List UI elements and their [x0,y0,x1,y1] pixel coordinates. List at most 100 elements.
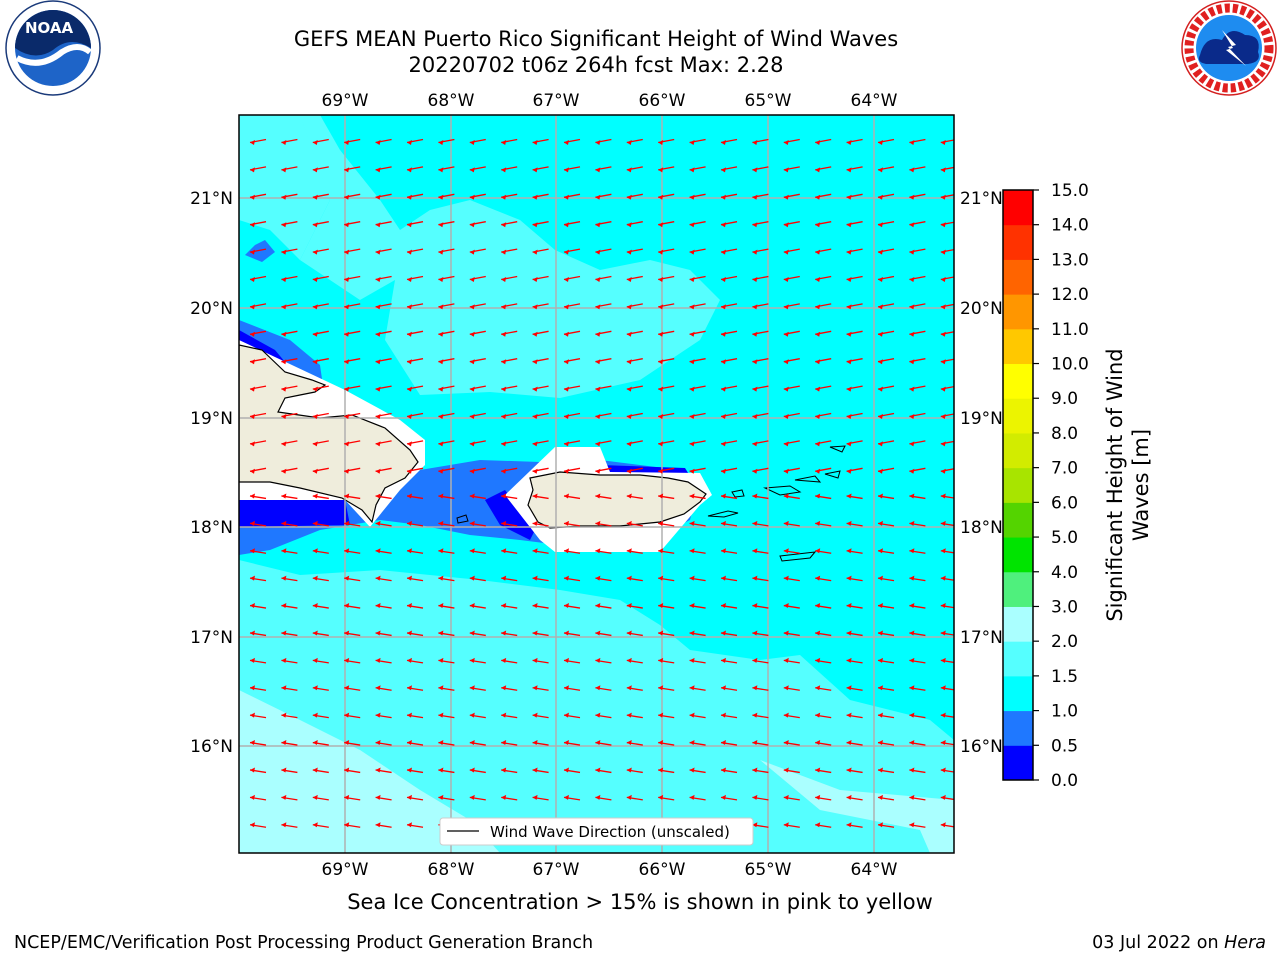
wind-arrow-head [312,277,318,282]
colorbar-tick-label: 13.0 [1051,250,1089,270]
wind-arrow-head [501,167,507,173]
wind-arrow-head [752,222,758,228]
wind-arrow-head [626,685,632,691]
wind-arrow-head [501,767,507,773]
wind-arrow-head [250,520,255,526]
wind-arrow-head [344,331,350,337]
wind-arrow-head [564,630,569,636]
wind-arrow-head [595,414,601,419]
wind-arrow-head [281,630,287,636]
wind-arrow-head [564,767,569,773]
wind-arrow-head [407,630,412,636]
wind-arrow-head [438,441,444,447]
wind-arrow-head [626,740,632,746]
wind-arrow-head [752,249,758,255]
wind-arrow-head [815,222,821,228]
wind-arrow-head [250,194,255,200]
wind-arrow-head [501,414,507,419]
wind-arrow-head [909,277,915,282]
wind-arrow-head [407,575,412,581]
wind-arrow-head [783,140,789,145]
lon-label-top: 69°W [322,91,369,111]
colorbar-swatch [1003,675,1033,712]
wind-arrow-head [407,359,412,365]
wind-arrow-head [250,140,255,145]
wind-arrow-head [564,359,569,365]
wind-arrow-head [846,414,852,419]
wind-arrow-head [783,794,789,800]
wind-arrow-head [689,167,695,173]
wind-arrow-head [909,740,915,746]
wind-arrow-head [438,712,444,718]
wind-arrow-head [940,140,946,145]
wind-arrow-head [438,468,444,474]
wind-arrow-head [689,140,695,145]
wind-arrow-head [815,520,821,526]
lat-labels-right: 21°N 20°N 19°N 18°N 17°N 16°N [960,189,1003,757]
wind-arrow-head [281,249,287,255]
wind-arrow-head [375,222,381,228]
wind-arrow-head [407,603,412,609]
wind-arrow-head [438,685,444,691]
wind-arrow-head [940,414,946,419]
wind-arrow-head [564,685,569,691]
wind-arrow-head [626,468,632,474]
lat-label-right: 20°N [960,299,1003,319]
wind-arrow-head [752,414,758,419]
wind-arrow-head [783,441,789,447]
lon-label-bottom: 69°W [322,860,369,880]
wind-arrow-head [752,740,758,746]
wind-arrow-head [469,441,475,447]
wind-arrow-head [344,304,350,310]
colorbar-swatch [1003,432,1033,469]
wind-arrow-head [281,441,287,447]
wind-arrow-head [721,304,726,310]
nws-logo [1181,0,1277,96]
credit-text: NCEP/EMC/Verification Post Processing Pr… [14,933,594,953]
wind-arrow-head [438,167,444,173]
wind-arrow-head [344,468,350,474]
wind-arrow-head [375,548,381,554]
colorbar-tick-label: 2.0 [1051,632,1078,652]
wind-arrow-head [846,468,852,474]
wind-arrow-head [940,249,946,255]
colorbar-tick-label: 0.5 [1051,736,1078,756]
wind-arrow-head [532,167,538,173]
wind-arrow-head [250,548,255,554]
wind-arrow-head [375,740,381,746]
wind-arrow-head [344,441,350,447]
wind-arrow-head [250,657,255,663]
wind-arrow-head [564,794,569,800]
wind-arrow-head [344,767,350,773]
wind-arrow-head [752,167,758,173]
wind-arrow-head [281,767,287,773]
wind-arrow-head [909,359,915,365]
wind-arrow-head [407,520,412,526]
wind-arrow-head [250,249,255,255]
wind-arrow-head [721,493,726,499]
colorbar-tick-label: 9.0 [1051,389,1078,409]
wind-arrow-head [689,441,695,447]
wind-arrow-head [626,603,632,609]
wind-arrow-head [281,740,287,746]
wind-arrow-head [407,414,412,419]
wind-arrow-head [689,386,695,392]
wind-arrow-head [846,767,852,773]
wind-arrow-head [815,630,821,636]
wind-arrow-head [909,222,915,228]
wind-arrow-head [626,140,632,145]
wind-arrow-head [752,685,758,691]
wind-arrow-head [501,222,507,228]
wind-arrow-head [658,359,664,365]
wind-arrow-head [250,493,255,499]
wind-arrow-head [501,441,507,447]
wind-arrow-head [407,493,412,499]
colorbar-tick-label: 1.5 [1051,667,1078,687]
wind-arrow-head [532,630,538,636]
wind-arrow-head [878,822,883,828]
wind-arrow-head [564,712,569,718]
wind-arrow-head [846,331,852,337]
wind-arrow-head [375,520,381,526]
wind-arrow-head [721,414,726,419]
map-frame [238,114,955,854]
